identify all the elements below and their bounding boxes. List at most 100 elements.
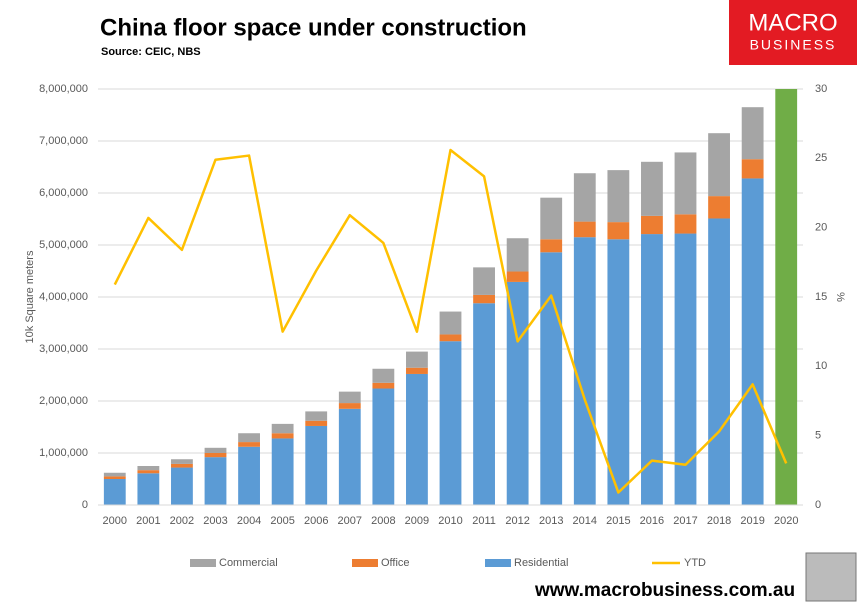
bar [641,161,663,216]
y2-tick-label: 15 [815,291,827,303]
bar [171,463,193,468]
bar [103,472,126,477]
bar [573,221,596,238]
x-tick-label: 2018 [707,515,731,527]
x-tick-label: 2016 [640,515,664,527]
chart-subtitle: Source: CEIC, NBS [101,46,201,58]
bar [439,334,462,342]
bar [607,239,630,505]
bar [708,133,730,197]
bar [103,476,126,479]
wolf-icon [805,552,857,602]
bar [137,473,160,505]
bar [540,197,563,240]
bar [238,446,260,505]
x-tick-label: 2015 [606,515,630,527]
y-tick-label: 5,000,000 [39,239,88,251]
x-tick-label: 2007 [338,515,362,527]
bar [473,294,495,304]
bar [406,367,428,374]
bar [338,391,361,404]
legend-swatch [485,559,511,567]
bar [171,459,193,464]
y-tick-label: 4,000,000 [39,291,88,303]
bar [540,252,563,505]
x-tick-label: 2010 [438,515,462,527]
bar [473,267,495,295]
footer-url: www.macrobusiness.com.au [534,580,795,601]
bar [439,341,462,505]
x-tick-label: 2001 [136,515,160,527]
bar [406,351,428,368]
y-tick-label: 1,000,000 [39,447,88,459]
bar [238,433,260,443]
bar [204,453,227,458]
y-tick-label: 8,000,000 [39,83,88,95]
logo-box [729,0,857,65]
x-tick-label: 2006 [304,515,328,527]
x-tick-label: 2017 [673,515,697,527]
y-tick-label: 0 [82,499,88,511]
x-tick-label: 2013 [539,515,563,527]
bar [540,239,563,253]
bar [271,423,294,434]
x-tick-label: 2002 [170,515,194,527]
legend-label: YTD [684,557,706,569]
bar [305,411,328,421]
bar [506,238,529,272]
bar [137,470,160,474]
bar [607,170,630,223]
bar [506,281,529,505]
y-tick-label: 7,000,000 [39,135,88,147]
logo-text: BUSINESS [750,37,837,53]
y-tick-label: 3,000,000 [39,343,88,355]
bar [305,425,328,505]
legend-label: Commercial [219,557,278,569]
bar [204,457,227,505]
bar [271,433,294,439]
y2-axis-label: % [834,292,846,302]
legend-swatch [190,559,216,567]
bar [573,237,596,505]
x-tick-label: 2012 [505,515,529,527]
x-tick-label: 2008 [371,515,395,527]
x-tick-label: 2011 [472,515,496,527]
y2-tick-label: 30 [815,83,827,95]
x-tick-label: 2009 [405,515,429,527]
bar [506,271,529,282]
x-tick-label: 2004 [237,515,261,527]
x-tick-label: 2019 [740,515,764,527]
line [113,148,788,494]
bar [271,438,294,505]
bar [674,214,697,234]
y-axis-label: 10k Square meters [24,250,36,343]
bar [741,159,764,179]
bar [741,178,764,505]
y2-tick-label: 5 [815,430,821,442]
legend-swatch [352,559,378,567]
y2-tick-label: 0 [815,499,821,511]
bar [137,466,160,471]
x-tick-label: 2014 [573,515,597,527]
bar [473,303,495,505]
bar [641,215,663,235]
y-tick-label: 6,000,000 [39,187,88,199]
bar [338,408,361,505]
y2-tick-label: 25 [815,152,827,164]
legend-label: Office [381,557,410,569]
chart-title: China floor space under construction [100,14,527,41]
highlight-bar [775,89,798,505]
x-tick-label: 2003 [203,515,227,527]
bar [607,222,630,240]
bar [573,173,596,222]
x-tick-label: 2005 [270,515,294,527]
bar [708,218,730,506]
bar [372,382,395,389]
logo-text: MACRO [748,9,837,36]
legend-label: Residential [514,557,568,569]
x-tick-label: 2000 [103,515,127,527]
y2-tick-label: 20 [815,222,827,234]
bar [171,467,193,505]
